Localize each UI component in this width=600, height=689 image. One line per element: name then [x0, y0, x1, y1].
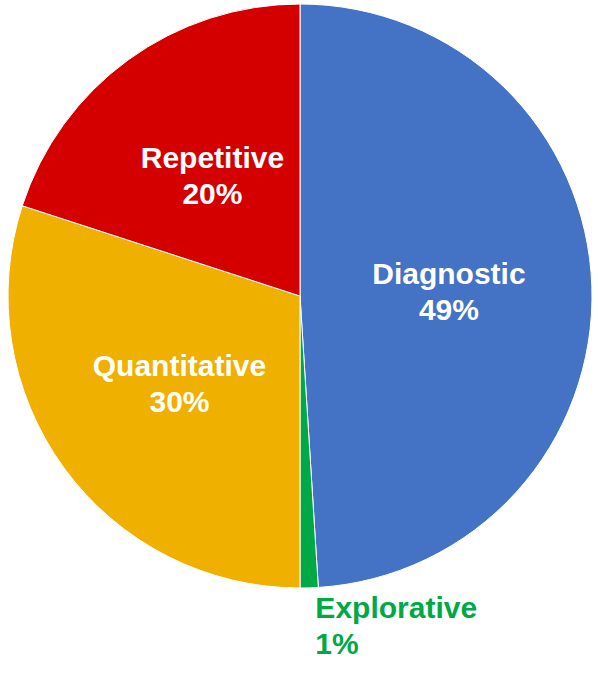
- svg-text:30%: 30%: [149, 385, 209, 418]
- svg-text:Quantitative: Quantitative: [93, 349, 266, 382]
- svg-text:Repetitive: Repetitive: [141, 141, 284, 174]
- svg-text:1%: 1%: [315, 627, 358, 660]
- svg-text:49%: 49%: [419, 293, 479, 326]
- svg-text:20%: 20%: [182, 177, 242, 210]
- svg-text:Diagnostic: Diagnostic: [372, 257, 525, 290]
- svg-text:Explorative: Explorative: [315, 591, 477, 624]
